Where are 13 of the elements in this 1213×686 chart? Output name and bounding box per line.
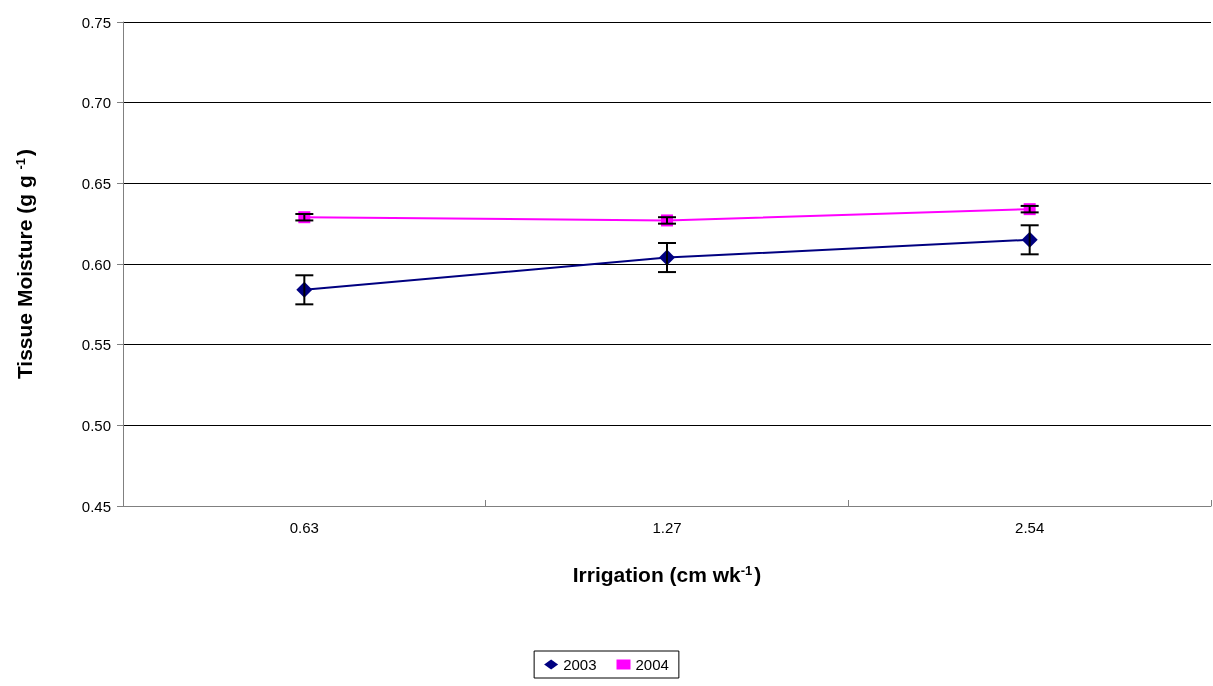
x-tick-label: 1.27 [652,519,682,536]
y-tick-label: 0.70 [81,94,111,112]
y-tick-label: 0.50 [81,416,111,434]
y-tick-label: 0.75 [81,13,111,31]
y-tick-label: 0.60 [81,255,111,273]
x-tick-label: 2.54 [1015,519,1045,536]
legend-label: 2004 [635,656,669,673]
x-tick-label: 0.63 [289,519,319,536]
y-tick-label: 0.45 [81,497,111,515]
y-tick-label: 0.65 [81,174,111,192]
y-tick-label: 0.55 [81,336,111,354]
legend-label: 2003 [563,656,597,673]
y-axis-title: Tissue Moisture (g g -1) [13,148,36,380]
